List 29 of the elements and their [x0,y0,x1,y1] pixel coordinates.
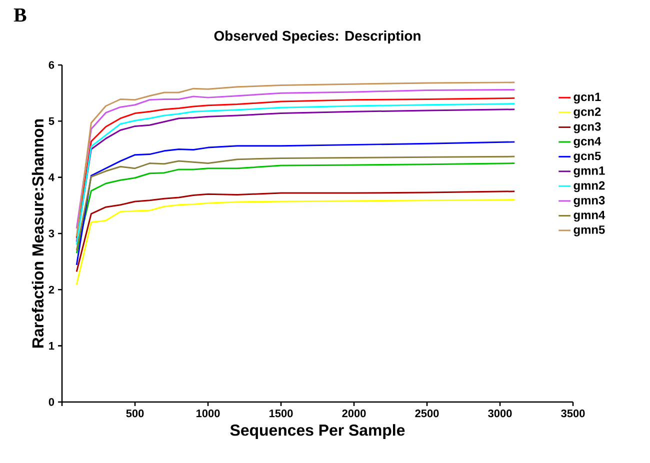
line-series [76,190,516,272]
y-tick-label: 0 [48,398,54,406]
legend-label: gmn5 [574,226,605,236]
y-tick-label: 6 [48,61,54,69]
legend-label: gmn4 [574,210,606,222]
y-tick-label: 2 [48,286,54,294]
legend-label: gmn1 [574,166,605,178]
x-tick-label: 500 [126,410,144,418]
legend-label: gcn5 [574,152,601,163]
y-tick-label: 4 [48,174,54,182]
text: B [14,8,26,22]
legend-label: gcn4 [574,137,602,148]
x-tick-label: 3500 [561,410,585,418]
legend-label: gmn2 [574,181,605,192]
y-tick-label: 1 [49,342,54,350]
x-tick-label: 3000 [488,410,512,418]
legend-label: gcn3 [574,122,601,134]
y-tick-label: 3 [48,230,54,238]
x-axis-title: Sequences Per Sample [230,424,405,439]
y-tick-label: 5 [48,117,54,125]
legend-label: gmn3 [574,196,605,207]
chart-title: Observed Species: Description [214,30,420,44]
x-tick-label: 2000 [342,410,366,418]
legend-label: gcn1 [574,92,601,104]
y-axis-title: Rarefaction Measure:Shannon [32,119,44,348]
legend-label: gcn2 [574,107,601,118]
x-tick-label: 1000 [196,410,220,418]
x-tick-label: 2500 [415,410,439,418]
x-tick-label: 1500 [270,410,293,418]
